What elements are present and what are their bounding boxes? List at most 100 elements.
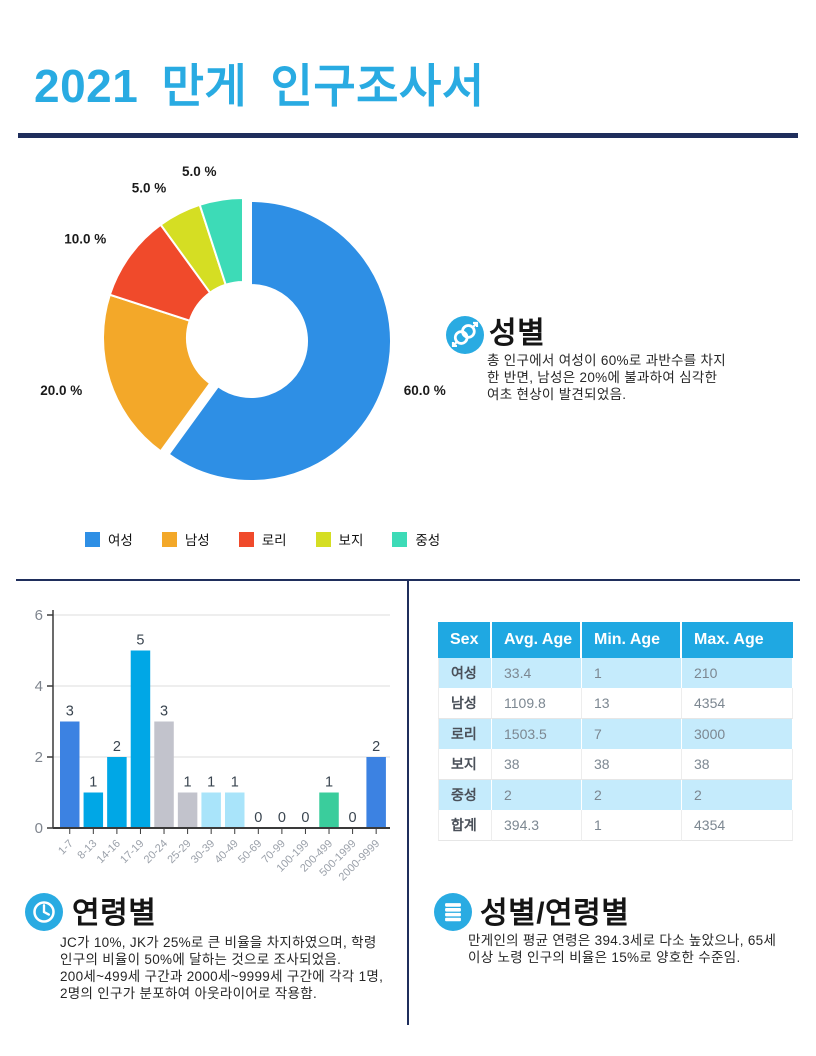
gender-donut-chart: 60.0 % 20.0 % 10.0 % 5.0 % 5.0 % bbox=[40, 164, 446, 482]
gender-icon bbox=[446, 316, 484, 354]
table-body: 여성 33.4 1 210 남성 1109.8 13 4354 로리 1503.5 7 3000 보지 3… bbox=[438, 658, 793, 841]
page-title: 2021 만게 인구조사서 bbox=[34, 60, 485, 112]
row-label: 남성 bbox=[438, 688, 492, 719]
legend-swatch bbox=[315, 531, 331, 547]
bar-value-label: 3 bbox=[160, 704, 168, 720]
bar-30-39 bbox=[201, 792, 221, 828]
table-row-합계: 합계 394.3 1 4354 bbox=[438, 810, 793, 841]
legend-label: 남성 bbox=[184, 533, 210, 548]
x-category-label: 40-49 bbox=[212, 838, 240, 866]
bar-value-label: 1 bbox=[207, 775, 215, 791]
table-row-남성: 남성 1109.8 13 4354 bbox=[438, 688, 793, 719]
x-category-label: 1-7 bbox=[56, 838, 76, 858]
bar-1-7 bbox=[60, 721, 80, 828]
x-category-label: 17-19 bbox=[118, 838, 146, 866]
legend-item-중성: 중성 bbox=[392, 529, 440, 549]
y-tick-label: 4 bbox=[35, 678, 43, 695]
cell-value: 38 bbox=[682, 749, 793, 780]
x-category-label: 14-16 bbox=[95, 838, 123, 866]
x-category-label: 30-39 bbox=[189, 838, 217, 866]
row-label: 로리 bbox=[438, 719, 492, 749]
bar-value-label: 0 bbox=[254, 810, 262, 826]
bar-value-label: 0 bbox=[278, 810, 286, 826]
donut-pct-label: 60.0 % bbox=[404, 383, 446, 398]
cell-value: 210 bbox=[682, 658, 793, 688]
bar-value-label: 0 bbox=[349, 810, 357, 826]
y-tick-label: 0 bbox=[35, 820, 43, 837]
bar-value-label: 1 bbox=[89, 775, 97, 791]
row-label: 합계 bbox=[438, 810, 492, 841]
legend-label: 보지 bbox=[338, 533, 364, 548]
age-section-body: JC가 10%, JK가 25%로 큰 비율을 차지하였으며, 학령 인구의 비… bbox=[60, 935, 384, 1001]
legend-swatch bbox=[238, 531, 254, 547]
bar-value-label: 0 bbox=[301, 810, 309, 826]
cell-value: 38 bbox=[582, 749, 682, 780]
cell-value: 3000 bbox=[682, 719, 793, 749]
bar-value-label: 2 bbox=[113, 739, 121, 755]
legend-item-보지: 보지 bbox=[315, 529, 364, 549]
row-label: 여성 bbox=[438, 658, 492, 688]
cell-value: 1 bbox=[582, 658, 682, 688]
x-category-label: 20-24 bbox=[142, 838, 170, 866]
legend-item-여성: 여성 bbox=[85, 529, 133, 549]
table-row-여성: 여성 33.4 1 210 bbox=[438, 658, 793, 688]
cell-value: 7 bbox=[582, 719, 682, 749]
bar-17-19 bbox=[130, 650, 151, 828]
table-header-avg-age: Avg. Age bbox=[492, 622, 582, 658]
legend-swatch bbox=[392, 531, 408, 547]
bar-value-label: 3 bbox=[66, 704, 74, 720]
bar-value-label: 1 bbox=[325, 775, 333, 791]
bar-25-29 bbox=[177, 792, 198, 828]
cell-value: 2 bbox=[492, 780, 582, 810]
cell-value: 394.3 bbox=[492, 810, 582, 841]
bar-2000-9999 bbox=[366, 757, 386, 828]
row-label: 보지 bbox=[438, 749, 492, 780]
x-category-label: 25-29 bbox=[165, 838, 193, 866]
gender-section-body: 총 인구에서 여성이 60%로 과반수를 차지 한 반면, 남성은 20%에 불… bbox=[487, 353, 726, 402]
donut-slice-남성 bbox=[102, 293, 212, 453]
bar-value-label: 2 bbox=[372, 739, 380, 755]
cell-value: 1 bbox=[582, 810, 682, 841]
cell-value: 13 bbox=[582, 688, 682, 719]
gender-age-section-title: 성별/연령별 bbox=[480, 897, 630, 930]
bar-value-label: 1 bbox=[184, 775, 192, 791]
table-header-row: Sex Avg. Age Min. Age Max. Age bbox=[438, 622, 793, 658]
bar-40-49 bbox=[224, 792, 245, 828]
legend-label: 로리 bbox=[261, 533, 287, 548]
age-stats-table: Sex Avg. Age Min. Age Max. Age 여성 33.4 1 21… bbox=[438, 622, 793, 841]
clock-icon bbox=[25, 893, 63, 931]
cell-value: 4354 bbox=[682, 810, 793, 841]
x-category-label: 50-69 bbox=[236, 838, 264, 866]
cell-value: 2 bbox=[682, 780, 793, 810]
bar-20-24 bbox=[154, 721, 174, 828]
donut-pct-label: 20.0 % bbox=[40, 383, 82, 398]
bar-value-label: 5 bbox=[136, 633, 144, 649]
legend-swatch bbox=[85, 531, 100, 547]
legend-label: 여성 bbox=[108, 533, 133, 548]
section-divider-vertical bbox=[407, 579, 409, 1025]
legend-swatch bbox=[161, 531, 177, 547]
donut-slice-여성 bbox=[167, 199, 392, 482]
row-label: 중성 bbox=[438, 780, 492, 810]
bar-value-label: 1 bbox=[231, 775, 239, 791]
legend-item-남성: 남성 bbox=[161, 529, 210, 549]
list-icon bbox=[434, 893, 472, 931]
cell-value: 1503.5 bbox=[492, 719, 582, 749]
table-header-max-age: Max. Age bbox=[682, 622, 793, 658]
y-tick-label: 6 bbox=[35, 607, 43, 624]
table-row-로리: 로리 1503.5 7 3000 bbox=[438, 719, 793, 749]
table-row-중성: 중성 2 2 2 bbox=[438, 780, 793, 810]
table-header-min-age: Min. Age bbox=[582, 622, 682, 658]
donut-slice-중성 bbox=[198, 196, 244, 287]
gender-age-section-body: 만게인의 평균 연령은 394.3세로 다소 높았으나, 65세 이상 노령 인… bbox=[468, 933, 777, 965]
gender-section-title: 성별 bbox=[489, 317, 546, 350]
cell-value: 38 bbox=[492, 749, 582, 780]
bar-14-16 bbox=[107, 757, 127, 828]
age-bar-chart: 024631-718-13214-16517-19320-24125-29130… bbox=[35, 607, 390, 883]
table-header-sex: Sex bbox=[438, 622, 492, 658]
cell-value: 33.4 bbox=[492, 658, 582, 688]
table-row-보지: 보지 38 38 38 bbox=[438, 749, 793, 780]
age-section-title: 연령별 bbox=[72, 897, 157, 930]
cell-value: 2 bbox=[582, 780, 682, 810]
